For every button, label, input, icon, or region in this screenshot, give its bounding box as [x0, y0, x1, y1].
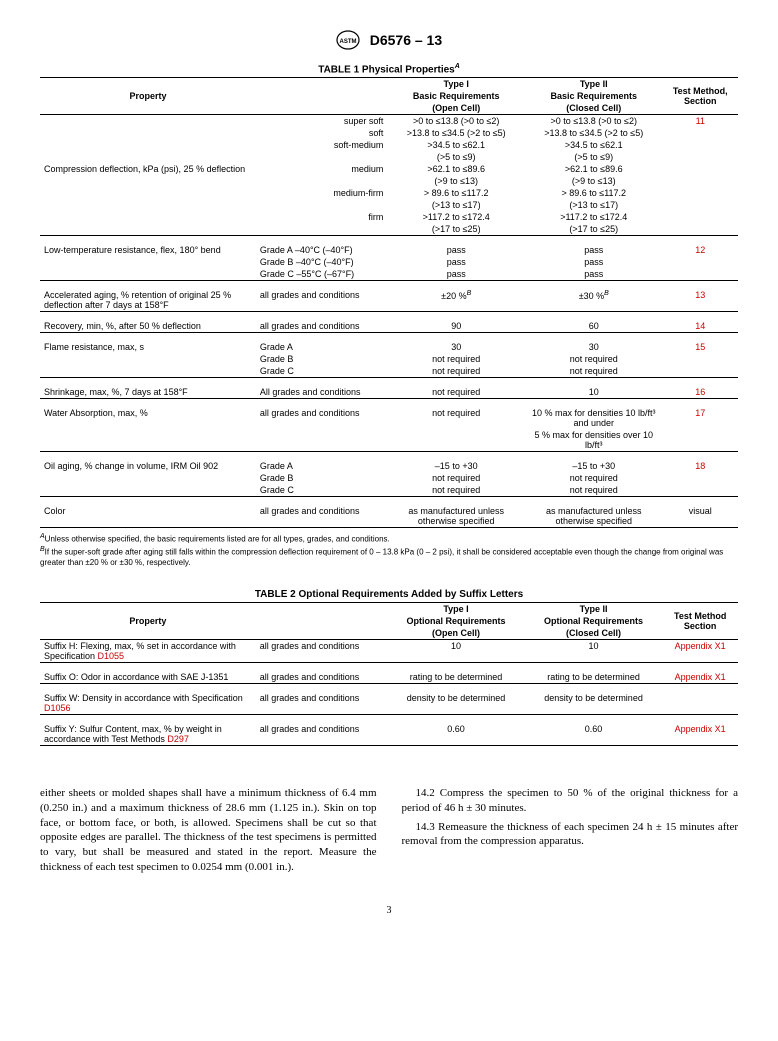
- table2: Property Type I Type II Test MethodSecti…: [40, 602, 738, 746]
- row-compression: super soft >0 to ≤13.8 (>0 to ≤2) >0 to …: [40, 115, 738, 128]
- row-suffix-w: Suffix W: Density in accordance with Spe…: [40, 692, 738, 715]
- row-shrinkage: Shrinkage, max, %, 7 days at 158°FAll gr…: [40, 386, 738, 399]
- document-header: ASTM D6576 – 13: [40, 30, 738, 53]
- para-14-1-cont: either sheets or molded shapes shall hav…: [40, 786, 377, 875]
- th-method: Test Method,Section: [663, 78, 738, 115]
- table1: Property Type I Type II Test Method,Sect…: [40, 77, 738, 528]
- row-recovery: Recovery, min, %, after 50 % deflectiona…: [40, 320, 738, 333]
- th-type2: Type II: [525, 78, 663, 91]
- th-property: Property: [40, 78, 256, 115]
- para-14-2: 14.2 Compress the specimen to 50 % of th…: [402, 786, 739, 816]
- link-d1056[interactable]: D1056: [44, 703, 71, 713]
- link-d297[interactable]: D297: [167, 734, 189, 744]
- table1-title: TABLE 1 Physical PropertiesA: [40, 63, 738, 75]
- table2-title: TABLE 2 Optional Requirements Added by S…: [40, 589, 738, 600]
- row-aging: Accelerated aging, % retention of origin…: [40, 289, 738, 312]
- row-suffix-y: Suffix Y: Sulfur Content, max, % by weig…: [40, 723, 738, 746]
- astm-logo: ASTM: [336, 30, 360, 53]
- body-text: either sheets or molded shapes shall hav…: [40, 786, 738, 875]
- svg-text:ASTM: ASTM: [339, 39, 356, 45]
- row-lowtemp: Low-temperature resistance, flex, 180° b…: [40, 244, 738, 256]
- link-d1055[interactable]: D1055: [98, 651, 125, 661]
- row-oil: Oil aging, % change in volume, IRM Oil 9…: [40, 460, 738, 472]
- table1-footnotes: AUnless otherwise specified, the basic r…: [40, 532, 738, 568]
- row-color: Colorall grades and conditionsas manufac…: [40, 505, 738, 528]
- row-suffix-o: Suffix O: Odor in accordance with SAE J-…: [40, 671, 738, 684]
- row-water: Water Absorption, max, %all grades and c…: [40, 407, 738, 429]
- designation: D6576 – 13: [370, 32, 442, 48]
- page-number: 3: [40, 905, 738, 916]
- para-14-3: 14.3 Remeasure the thickness of each spe…: [402, 820, 739, 850]
- th-type1: Type I: [387, 78, 525, 91]
- row-suffix-h: Suffix H: Flexing, max, % set in accorda…: [40, 639, 738, 662]
- row-flame: Flame resistance, max, sGrade A303015: [40, 341, 738, 353]
